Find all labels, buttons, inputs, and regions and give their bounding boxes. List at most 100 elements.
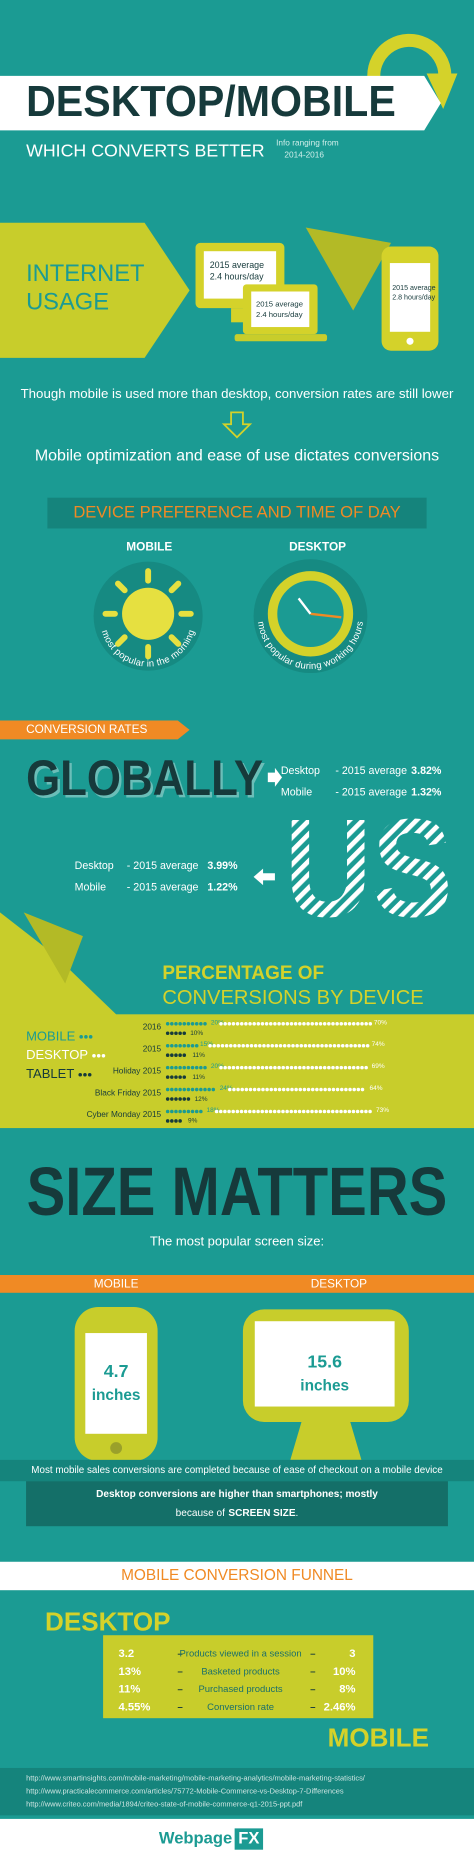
- statement: Mobile optimization and ease of use dict…: [35, 447, 439, 464]
- legend-dot: [87, 1072, 92, 1077]
- funnel-metric: Basketed products: [201, 1666, 280, 1677]
- sun-ray: [114, 580, 128, 594]
- legend-dot: [92, 1054, 96, 1058]
- preference-banner: [47, 497, 427, 529]
- monitor-screen: [254, 1321, 395, 1407]
- clock-hand: [310, 612, 342, 619]
- legend-dot: [79, 1035, 83, 1039]
- brand-box: [234, 1828, 264, 1850]
- category-label: 2016: [143, 1022, 162, 1032]
- monitor-stand: [290, 1419, 362, 1460]
- funnel-mobile-value: 3: [349, 1648, 355, 1660]
- note: 2014-2016: [284, 149, 324, 159]
- value-label: 10%: [190, 1030, 203, 1037]
- preference-title: DEVICE PREFERENCE AND TIME OF DAY: [73, 502, 400, 521]
- funnel-mobile-value: 8%: [339, 1684, 355, 1696]
- laptop-screen: [251, 291, 310, 328]
- size-band: [0, 1275, 474, 1293]
- usage-title: INTERNET: [26, 261, 144, 287]
- funnel-box: [103, 1635, 374, 1719]
- rate-period: - 2015 average: [127, 860, 199, 872]
- conversion-chart: MOBILE DESKTOP TABLET 2016 20% 70% 10% 2015 15% 7…: [26, 1019, 389, 1124]
- usage-banner: [0, 222, 190, 358]
- rate-value: 1.32%: [411, 787, 442, 799]
- value-label: 11%: [192, 1052, 205, 1059]
- mobile-usage: 2.8 hours/day: [392, 293, 435, 301]
- sources-band: [0, 1767, 474, 1816]
- desktop-label: DESKTOP: [289, 540, 346, 554]
- funnel-mobile-value: 2.46%: [324, 1701, 356, 1713]
- legend-label: DESKTOP: [26, 1047, 88, 1062]
- rate-value: 3.82%: [411, 765, 442, 777]
- legend-dot: [96, 1054, 101, 1058]
- statement: Though mobile is used more than desktop,…: [21, 386, 454, 401]
- value-label: 15%: [200, 1041, 213, 1048]
- note-band: [0, 1459, 474, 1482]
- mobile-size: 4.7: [104, 1361, 129, 1381]
- brand: FX: [238, 1828, 259, 1847]
- value-label: 69%: [372, 1063, 385, 1070]
- legend-dot: [88, 1035, 93, 1039]
- value-label: 11%: [192, 1074, 205, 1081]
- value-label: 74%: [372, 1041, 385, 1048]
- desktop-usage: 2.4 hours/day: [210, 272, 264, 282]
- mobile-label: MOBILE: [126, 540, 172, 554]
- conclusion-emphasis: SCREEN SIZE: [228, 1508, 295, 1519]
- source-url: http://www.smartinsights.com/mobile-mark…: [26, 1774, 366, 1783]
- rate-value: 1.22%: [207, 881, 238, 893]
- value-label: 73%: [376, 1107, 389, 1114]
- rates-tag: [0, 720, 190, 740]
- funnel-mobile-value: 10%: [333, 1666, 356, 1678]
- sun-ray: [114, 634, 128, 647]
- rate-period: - 2015 average: [335, 787, 407, 799]
- funnel-mobile: MOBILE: [328, 1722, 429, 1752]
- legend-dot: [101, 1054, 106, 1058]
- sun-rays: [102, 568, 194, 660]
- funnel-rows: 3.2 Products viewed in a session 3 13% Baske…: [119, 1648, 356, 1713]
- mobile-label: MOBILE: [94, 1277, 139, 1291]
- value-label: 20%: [211, 1063, 224, 1070]
- percentage-title: CONVERSIONS BY DEVICE: [162, 987, 423, 1009]
- brand: Webpage: [159, 1828, 232, 1847]
- conclusion-part: because of: [176, 1508, 225, 1519]
- conclusion: Desktop conversions are higher than smar…: [96, 1489, 378, 1500]
- usage-title: USAGE: [26, 290, 109, 316]
- funnel-desktop-value: 13%: [119, 1666, 142, 1678]
- phone-screen: [85, 1333, 147, 1434]
- value-label: 24%: [220, 1085, 233, 1092]
- percentage-title: PERCENTAGE OF: [162, 963, 324, 984]
- phone-screen: [389, 263, 431, 332]
- legend-dot: [78, 1072, 82, 1077]
- legend-label: TABLET: [26, 1066, 74, 1081]
- funnel-desktop: DESKTOP: [45, 1606, 170, 1636]
- funnel-metric: Purchased products: [198, 1684, 282, 1695]
- category-label: Cyber Monday 2015: [87, 1109, 162, 1119]
- desktop-size: 15.6: [307, 1351, 342, 1371]
- size-subtitle: The most popular screen size:: [150, 1233, 324, 1248]
- rate-device: Mobile: [281, 787, 312, 799]
- decor: [305, 227, 392, 311]
- down-arrow: [221, 411, 253, 439]
- laptop-usage: 2015 average: [256, 300, 303, 309]
- sun-ray: [168, 634, 182, 647]
- sources: http://www.smartinsights.com/mobile-mark…: [26, 1774, 366, 1809]
- conclusion-box: [26, 1481, 448, 1527]
- right-arrow: [267, 767, 283, 787]
- funnel-desktop-value: 3.2: [119, 1648, 135, 1660]
- source-url: http://www.practicalecommerce.com/articl…: [26, 1787, 344, 1796]
- laptop-base: [234, 334, 328, 342]
- source-url: http://www.criteo.com/media/1894/criteo-…: [26, 1800, 303, 1809]
- funnel-metric: Products viewed in a session: [179, 1649, 301, 1660]
- legend-label: MOBILE: [26, 1028, 76, 1043]
- rate-device: Desktop: [281, 765, 320, 777]
- phone-button: [110, 1442, 123, 1454]
- value-label: 70%: [374, 1019, 387, 1026]
- value-label: 20%: [211, 1019, 224, 1026]
- chart-band: [0, 1014, 474, 1129]
- conclusion: because of SCREEN SIZE.: [176, 1508, 299, 1519]
- category-label: 2015: [143, 1043, 162, 1053]
- size-note: Most mobile sales conversions are comple…: [31, 1465, 443, 1476]
- subtitle: WHICH CONVERTS BETTER: [26, 140, 265, 160]
- category-label: Black Friday 2015: [95, 1087, 162, 1097]
